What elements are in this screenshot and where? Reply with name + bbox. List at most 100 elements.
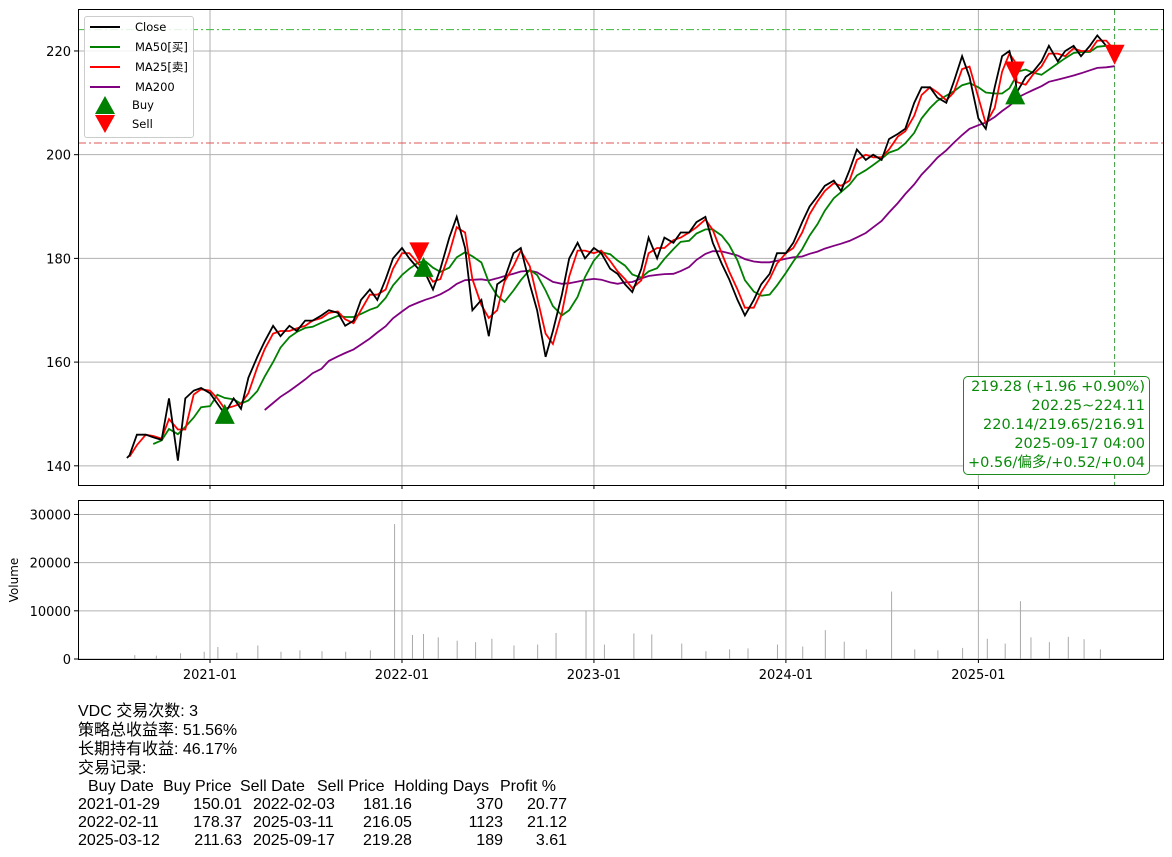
buy-triangle-icon <box>95 96 115 114</box>
legend-label: MA50[买] <box>135 40 188 54</box>
volume-bar <box>962 647 964 659</box>
info-range: 202.25~224.11 <box>1031 398 1145 414</box>
volume-bar <box>299 650 301 659</box>
legend-item-sell: Sell <box>85 115 153 133</box>
table-cell: 178.37 <box>193 814 242 831</box>
volume-bar <box>937 650 939 659</box>
legend-label: Buy <box>132 98 154 112</box>
legend-label: MA25[卖] <box>135 60 188 74</box>
volume-bar <box>155 655 157 659</box>
table-header-cell: Profit % <box>500 778 557 795</box>
sell-marker <box>1104 44 1125 65</box>
volume-bar <box>986 638 988 659</box>
legend-item-buy: Buy <box>85 96 154 114</box>
volume-bar <box>456 640 458 659</box>
table-cell: 2025-09-17 <box>253 832 335 849</box>
legend-item-ma50: MA50[买] <box>85 39 188 55</box>
buy-marker <box>1005 84 1026 105</box>
volume-bar <box>651 634 653 659</box>
volume-bar <box>729 649 731 659</box>
volume-bar <box>369 650 371 659</box>
y-tick-label: 140 <box>46 460 71 475</box>
close-line <box>126 33 1116 461</box>
legend-label: Close <box>135 20 167 34</box>
sell-marker <box>409 242 430 263</box>
table-header-cell: Buy Price <box>163 778 232 795</box>
volume-bar <box>513 645 515 659</box>
table-cell: 189 <box>476 832 503 849</box>
table-cell: 20.77 <box>526 796 567 813</box>
volume-bar <box>865 649 867 659</box>
volume-tick-label: 0 <box>63 653 71 668</box>
volume-bar <box>491 638 493 659</box>
y-tick-label: 160 <box>46 356 71 371</box>
volume-bar <box>603 644 605 659</box>
legend: Close MA50[买] MA25[卖] MA200 Buy Sell <box>84 16 194 138</box>
y-tick-label: 180 <box>46 252 71 267</box>
volume-bar <box>345 651 347 659</box>
legend-item-ma200: MA200 <box>85 79 175 95</box>
sell-triangle-icon <box>95 115 115 133</box>
table-cell: 3.61 <box>535 832 567 849</box>
table-cell: 2021-01-29 <box>78 796 160 813</box>
table-header-cell: Holding Days <box>394 778 490 795</box>
volume-bar <box>394 524 396 659</box>
volume-bar <box>776 644 778 659</box>
legend-label: Sell <box>132 117 153 131</box>
ma50-line <box>152 44 1115 445</box>
x-tick-label: 2022-01 <box>375 668 429 683</box>
hold-return: 长期持有收益: 46.17% <box>78 741 238 758</box>
volume-bar <box>411 634 413 659</box>
volume-tick-label: 10000 <box>30 605 71 620</box>
volume-bar <box>585 610 587 659</box>
x-tick-label: 2021-01 <box>183 668 237 683</box>
volume-bar <box>1019 601 1021 659</box>
volume-bar <box>475 642 477 659</box>
table-header-cell: Sell Date <box>240 778 305 795</box>
table-header-cell: Sell Price <box>317 778 385 795</box>
sell-marker <box>1004 61 1025 82</box>
volume-bars <box>134 524 1101 659</box>
volume-bar <box>891 591 893 659</box>
legend-label: MA200 <box>135 80 175 94</box>
price-info-box: 219.28 (+1.96 +0.90%) 202.25~224.11 220.… <box>963 376 1150 475</box>
price-series <box>126 33 1116 461</box>
volume-bar <box>1048 642 1050 659</box>
info-ma-values: 220.14/219.65/216.91 <box>983 417 1145 433</box>
volume-bar <box>203 651 205 659</box>
volume-bar <box>236 652 238 659</box>
volume-grid <box>78 500 1163 660</box>
axis-ticks: 140 160 180 200 220 0 10000 20000 30000 2021-01 20… <box>30 45 1006 683</box>
info-price-change: 219.28 (+1.96 +0.90%) <box>971 379 1145 395</box>
price-volume-chart: 140 160 180 200 220 0 10000 20000 30000 2021-01 20… <box>7 9 1164 683</box>
info-timestamp: 2025-09-17 04:00 <box>1014 436 1145 452</box>
table-cell: 216.05 <box>363 814 412 831</box>
table-header-cell: Buy Date <box>88 778 154 795</box>
ma200-line <box>264 65 1115 411</box>
volume-bar <box>1030 637 1032 659</box>
volume-tick-label: 30000 <box>30 508 71 523</box>
volume-bar <box>280 651 282 659</box>
trade-markers <box>214 44 1125 424</box>
table-cell: 2022-02-11 <box>78 814 159 831</box>
volume-bar <box>555 632 557 659</box>
x-tick-label: 2025-01 <box>951 668 1005 683</box>
volume-bar <box>914 649 916 659</box>
table-cell: 211.63 <box>194 832 242 849</box>
info-signal: +0.56/偏多/+0.52/+0.04 <box>968 455 1145 471</box>
table-cell: 1123 <box>468 814 503 831</box>
volume-bar <box>1067 636 1069 659</box>
volume-bar <box>802 646 804 659</box>
volume-bar <box>705 651 707 659</box>
price-axes-frame <box>78 9 1164 486</box>
table-cell: 181.16 <box>363 796 412 813</box>
table-cell: 21.12 <box>526 814 567 831</box>
volume-bar <box>180 653 182 659</box>
volume-bar <box>1099 649 1101 659</box>
volume-bar <box>681 643 683 659</box>
x-tick-label: 2023-01 <box>567 668 621 683</box>
volume-bar <box>134 655 136 659</box>
table-cell: 2022-02-03 <box>253 796 335 813</box>
volume-axis-label: Volume <box>7 558 21 603</box>
table-cell: 219.28 <box>363 832 412 849</box>
